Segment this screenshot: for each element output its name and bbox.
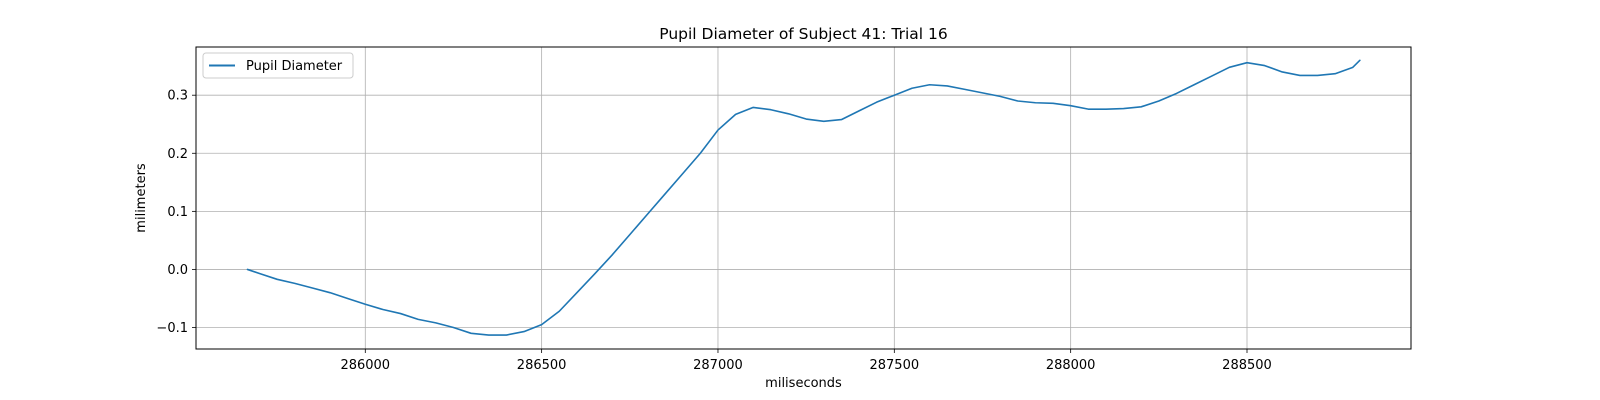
x-tick-label: 288000 [1046,358,1096,373]
series-layer [246,59,1361,336]
x-tick-label: 287000 [693,358,743,373]
x-axis-ticks: 286000 286500 287000 287500 288000 288500 [340,349,1272,373]
chart-title: Pupil Diameter of Subject 41: Trial 16 [659,25,948,43]
x-tick-label: 286000 [340,358,390,373]
x-tick-label: 286500 [517,358,567,373]
grid-lines [196,47,1411,349]
series-line-pupil-diameter [246,59,1361,336]
y-tick-label: 0.0 [167,263,188,278]
y-tick-label: 0.3 [167,89,188,104]
legend-entry-pupil-diameter: Pupil Diameter [246,59,343,74]
y-tick-label: 0.2 [167,147,188,162]
x-tick-label: 287500 [869,358,919,373]
legend-box [202,52,354,79]
y-axis-ticks: −0.1 0.0 0.1 0.2 0.3 [156,89,196,336]
y-tick-label: −0.1 [156,321,188,336]
y-axis-label: milimeters [134,163,149,233]
plot-area-frame [195,46,1412,350]
y-tick-label: 0.1 [167,205,188,220]
x-axis-label: miliseconds [765,376,842,391]
legend: Pupil Diameter [202,52,354,79]
x-tick-label: 288500 [1222,358,1272,373]
